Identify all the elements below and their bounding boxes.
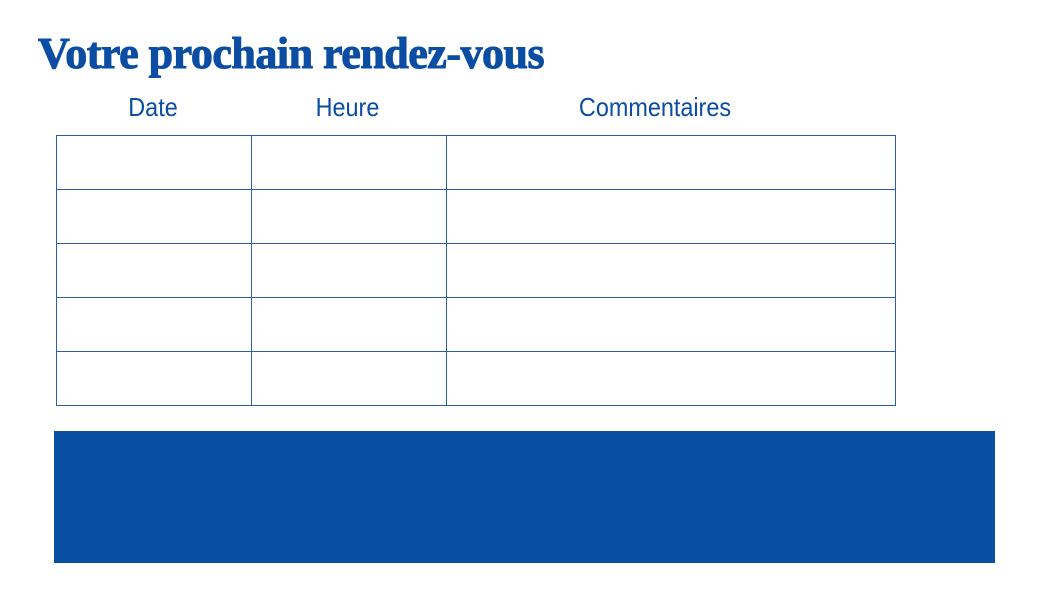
- column-header-heure: Heure: [315, 92, 380, 122]
- cell-commentaires[interactable]: [446, 243, 896, 298]
- footer-band: [54, 431, 995, 563]
- table-row: [56, 351, 896, 406]
- cell-commentaires[interactable]: [446, 297, 896, 352]
- cell-date[interactable]: [56, 297, 252, 352]
- cell-heure[interactable]: [251, 189, 447, 244]
- column-header-date: Date: [128, 92, 178, 122]
- cell-heure[interactable]: [251, 297, 447, 352]
- cell-heure[interactable]: [251, 351, 447, 406]
- table-row: [56, 189, 896, 244]
- column-header-commentaires: Commentaires: [578, 92, 732, 122]
- cell-heure[interactable]: [251, 135, 447, 190]
- cell-commentaires[interactable]: [446, 351, 896, 406]
- table-row: [56, 297, 896, 352]
- cell-heure[interactable]: [251, 243, 447, 298]
- cell-commentaires[interactable]: [446, 135, 896, 190]
- cell-date[interactable]: [56, 351, 252, 406]
- table-row: [56, 243, 896, 298]
- appointment-table: [56, 135, 896, 406]
- cell-commentaires[interactable]: [446, 189, 896, 244]
- cell-date[interactable]: [56, 243, 252, 298]
- cell-date[interactable]: [56, 135, 252, 190]
- cell-date[interactable]: [56, 189, 252, 244]
- page-title: Votre prochain rendez-vous: [37, 29, 545, 79]
- table-row: [56, 135, 896, 190]
